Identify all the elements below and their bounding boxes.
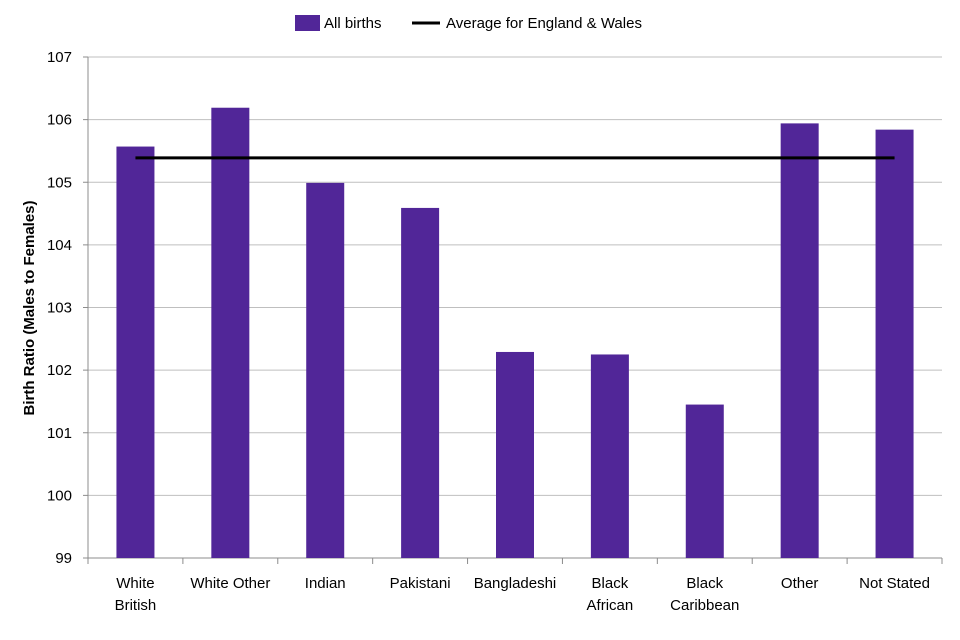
y-tick-labels: 99 100 101 102 103 104 105 106 107 [47, 49, 72, 567]
x-category-label-line: Not Stated [859, 575, 930, 592]
bars [116, 107, 914, 558]
legend-label-average: Average for England & Wales [446, 15, 642, 32]
x-category-label-line: British [115, 597, 157, 614]
x-category-label: Black African [587, 575, 634, 614]
x-category-label-line: White [116, 575, 154, 592]
legend-label-all-births: All births [324, 15, 382, 32]
y-tick-label: 103 [47, 300, 72, 317]
x-category-label-line: Other [781, 575, 819, 592]
legend-swatch-all-births [295, 15, 320, 31]
x-category-label: Not Stated [859, 575, 930, 592]
bar [496, 351, 534, 558]
y-tick-label: 102 [47, 362, 72, 379]
bar [590, 354, 629, 558]
legend: All births Average for England & Wales [295, 15, 642, 32]
x-category-label: Bangladeshi [474, 575, 557, 592]
x-category-label-line: Caribbean [670, 597, 739, 614]
x-category-label-line: White Other [190, 575, 270, 592]
y-tick-label: 100 [47, 487, 72, 504]
y-tick-label: 107 [47, 49, 72, 66]
bar [306, 182, 345, 558]
x-category-label-line: Indian [305, 575, 346, 592]
x-category-label-line: African [587, 597, 634, 614]
x-category-label: Black Caribbean [670, 575, 739, 614]
x-category-label-line: Bangladeshi [474, 575, 557, 592]
y-tick-label: 101 [47, 425, 72, 442]
y-tick-label: 105 [47, 174, 72, 191]
x-category-label-line: Pakistani [390, 575, 451, 592]
bar [685, 404, 724, 558]
x-category-label: White British [115, 575, 157, 614]
bar [116, 146, 155, 558]
x-category-label: White Other [190, 575, 270, 592]
bar [211, 107, 250, 558]
x-category-label: Indian [305, 575, 346, 592]
x-category-label: Pakistani [390, 575, 451, 592]
y-tick-label: 104 [47, 237, 72, 254]
bar [780, 123, 819, 558]
x-category-label-line: Black [686, 575, 723, 592]
x-category-labels: White British White Other Indian Pakistani Ba… [115, 575, 930, 614]
x-category-label: Other [781, 575, 819, 592]
x-category-label-line: Black [592, 575, 629, 592]
y-axis-title: Birth Ratio (Males to Females) [21, 200, 38, 415]
y-tick-label: 106 [47, 112, 72, 129]
bar [401, 207, 440, 558]
y-tick-label: 99 [55, 550, 72, 567]
bar [875, 129, 914, 558]
